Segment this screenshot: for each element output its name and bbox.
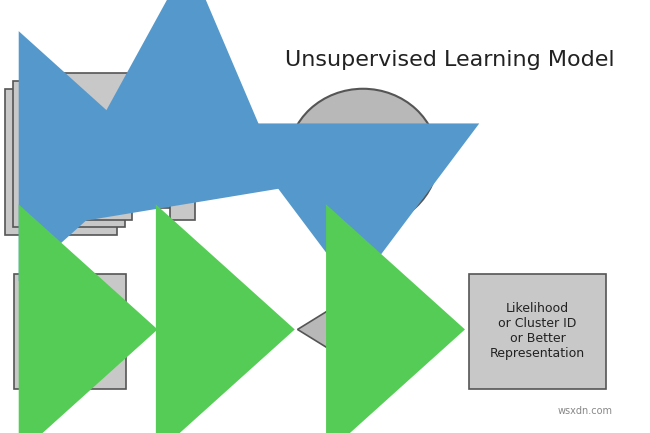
FancyBboxPatch shape <box>469 274 606 389</box>
FancyBboxPatch shape <box>12 81 125 227</box>
Polygon shape <box>298 293 416 366</box>
Text: Training
Text,
Documents,
Images,
etc.: Training Text, Documents, Images, etc. <box>38 110 114 183</box>
Text: Machine
Learning
Algorithm: Machine Learning Algorithm <box>330 136 396 180</box>
Ellipse shape <box>288 89 438 227</box>
FancyBboxPatch shape <box>170 85 194 220</box>
Text: Predictive
Model: Predictive Model <box>329 319 384 340</box>
FancyBboxPatch shape <box>157 85 182 208</box>
FancyBboxPatch shape <box>164 285 179 378</box>
FancyBboxPatch shape <box>20 73 133 220</box>
Text: wsxdn.com: wsxdn.com <box>558 406 612 416</box>
Text: Feature
Vector: Feature Vector <box>192 285 239 313</box>
Text: Unsupervised Learning Model: Unsupervised Learning Model <box>285 50 615 70</box>
FancyBboxPatch shape <box>14 274 126 389</box>
Text: New Text,
Document,
Image,
etc.: New Text, Document, Image, etc. <box>36 302 105 360</box>
Text: Likelihood
or Cluster ID
or Better
Representation: Likelihood or Cluster ID or Better Repre… <box>490 302 585 360</box>
Text: Feature
Vectors: Feature Vectors <box>198 97 245 124</box>
FancyBboxPatch shape <box>5 89 117 235</box>
